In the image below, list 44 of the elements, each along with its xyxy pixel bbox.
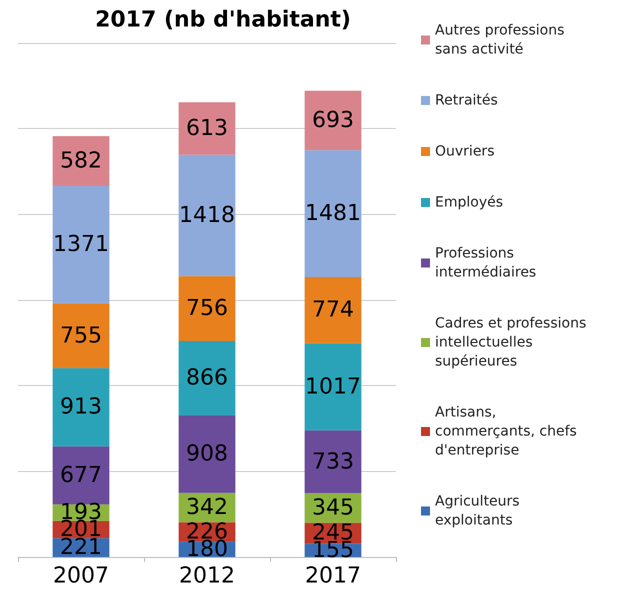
legend-label: Cadres et professions intellectuelles supérieures xyxy=(435,316,591,370)
data-label: 582 xyxy=(60,148,102,174)
bar xyxy=(178,102,236,155)
x-tick-label: 2012 xyxy=(179,564,235,588)
bar xyxy=(52,446,110,504)
bar xyxy=(178,415,236,493)
data-label: 613 xyxy=(186,116,228,141)
x-tick-label: 2007 xyxy=(53,564,109,588)
data-label: 755 xyxy=(60,323,102,348)
bar xyxy=(304,150,362,277)
legend-label: Ouvriers xyxy=(435,144,494,160)
bar xyxy=(304,430,362,494)
bar xyxy=(52,186,110,304)
data-label: 1371 xyxy=(53,232,109,258)
chart-title: 2017 (nb d'habitant) xyxy=(95,8,351,32)
bar xyxy=(178,276,236,341)
bar xyxy=(52,136,110,186)
data-label: 342 xyxy=(186,495,228,520)
data-label: 1418 xyxy=(179,202,235,228)
bar xyxy=(178,340,236,416)
bar xyxy=(178,154,236,276)
data-label: 913 xyxy=(60,394,102,420)
data-label: 733 xyxy=(312,449,354,474)
data-label: 1481 xyxy=(305,201,361,226)
legend-label: Agriculteurs exploitants xyxy=(435,494,524,528)
legend-label: Retraités xyxy=(435,92,498,108)
data-label: 677 xyxy=(60,462,102,488)
data-label: 774 xyxy=(312,298,354,323)
legend-label: Employés xyxy=(435,194,504,210)
legend-label: Autres professions sans activité xyxy=(435,22,569,58)
bar xyxy=(304,343,362,430)
x-tick-label: 2017 xyxy=(305,564,361,588)
legend-label: Artisans, commerçants, chefs d'entreprise xyxy=(435,404,582,458)
bar xyxy=(52,368,110,446)
data-label: 756 xyxy=(186,296,228,322)
data-label: 693 xyxy=(312,108,354,133)
data-label: 866 xyxy=(186,366,228,391)
legend-label: Professions intermédiaires xyxy=(435,246,536,280)
bar xyxy=(304,90,362,150)
bar xyxy=(304,276,362,344)
data-label: 908 xyxy=(186,442,228,467)
bar xyxy=(52,303,110,368)
data-label: 345 xyxy=(312,495,354,520)
data-label: 1017 xyxy=(305,374,361,400)
